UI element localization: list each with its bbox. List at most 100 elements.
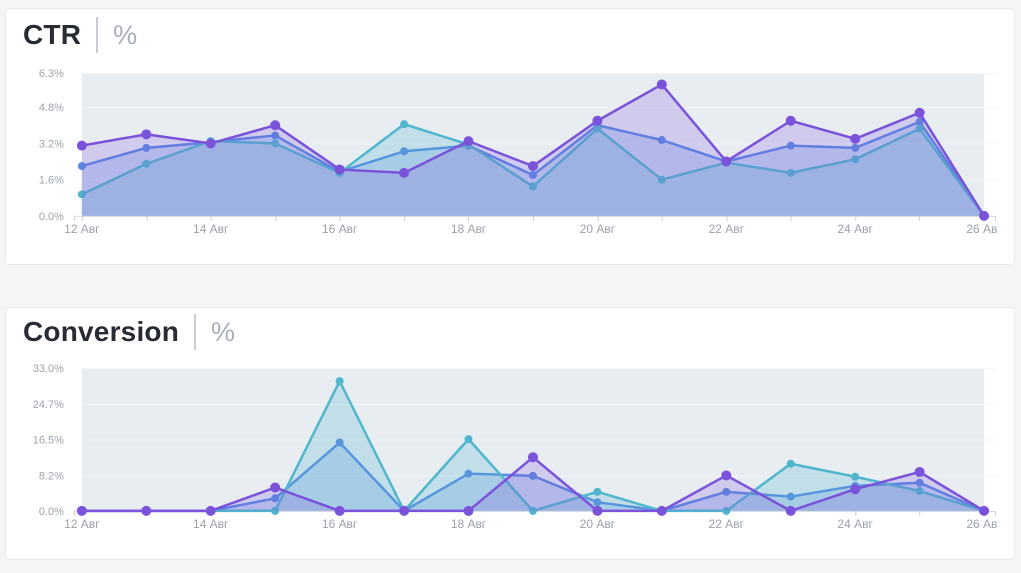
data-point[interactable] [527, 161, 538, 172]
data-point[interactable] [141, 129, 152, 140]
chart-unit-label: % [113, 19, 138, 50]
chart-title: Conversion [23, 316, 180, 347]
data-point[interactable] [400, 120, 409, 129]
data-point[interactable] [785, 505, 796, 516]
data-point[interactable] [851, 155, 860, 164]
data-point[interactable] [334, 164, 345, 175]
data-point[interactable] [271, 139, 280, 148]
data-point[interactable] [77, 162, 86, 171]
x-axis-tick-label: 24 Авг [837, 517, 873, 531]
data-point[interactable] [464, 469, 473, 478]
data-point[interactable] [528, 182, 537, 191]
data-point[interactable] [656, 79, 667, 90]
title-divider [194, 314, 197, 350]
data-point[interactable] [786, 168, 795, 177]
data-point[interactable] [335, 377, 344, 386]
data-point[interactable] [528, 471, 537, 480]
data-point[interactable] [656, 505, 667, 516]
data-point[interactable] [785, 115, 796, 126]
data-point[interactable] [76, 505, 87, 516]
data-point[interactable] [400, 147, 409, 156]
data-point[interactable] [334, 505, 345, 516]
x-axis-tick-label: 14 Авг [193, 517, 229, 531]
data-point[interactable] [657, 136, 666, 145]
y-axis-tick-label: 24.7% [33, 399, 64, 411]
data-point[interactable] [915, 478, 924, 487]
data-point[interactable] [463, 136, 474, 147]
data-point[interactable] [850, 133, 861, 144]
data-point[interactable] [592, 505, 603, 516]
data-point[interactable] [593, 498, 602, 507]
series-area [81, 121, 985, 216]
x-axis-tick-label: 16 Авг [322, 222, 358, 236]
series-area [81, 381, 985, 511]
data-point[interactable] [463, 505, 474, 516]
data-point[interactable] [592, 115, 603, 126]
data-point[interactable] [915, 117, 924, 126]
data-point[interactable] [142, 143, 151, 152]
data-point[interactable] [657, 175, 666, 184]
series-purple [76, 79, 990, 221]
data-point[interactable] [593, 487, 602, 496]
x-axis-tick-label: 18 Авг [451, 517, 487, 531]
data-point[interactable] [335, 438, 344, 447]
data-point[interactable] [851, 472, 860, 481]
x-axis-tick-label: 20 Авг [580, 222, 616, 236]
data-point[interactable] [270, 120, 281, 131]
conversion-chart-header: Conversion % [6, 308, 1014, 356]
x-axis-tick-label: 18 Авг [451, 222, 487, 236]
x-axis-tick-label: 22 Авг [709, 517, 745, 531]
data-point[interactable] [399, 167, 410, 178]
series-area [81, 457, 985, 511]
data-point[interactable] [399, 505, 410, 516]
data-point[interactable] [721, 156, 732, 167]
data-point[interactable] [271, 494, 280, 503]
data-point[interactable] [721, 470, 732, 481]
ctr-chart-canvas[interactable]: 0.0% 1.6% 3.2% 4.8% 6.3% 12 Авг 14 Авг 16 Авг 18… [6, 61, 1014, 243]
data-point[interactable] [464, 435, 473, 444]
x-axis-labels: 12 Авг 14 Авг 16 Авг 18 Авг 20 Авг 22 Авг 24 А… [64, 222, 1002, 236]
x-axis-tick-label: 16 Авг [322, 517, 358, 531]
data-point[interactable] [205, 505, 216, 516]
x-axis-tick-label: 14 Авг [193, 222, 229, 236]
x-axis-tick-label: 24 Авг [837, 222, 873, 236]
data-point[interactable] [915, 124, 924, 133]
data-point[interactable] [786, 459, 795, 468]
ctr-chart-card: CTR % 0.0% 1.6% 3.2% 4.8% 6.3% 12 Авг 14 Авг 16… [5, 8, 1015, 265]
x-axis-tick-label: 12 Авг [64, 222, 100, 236]
chart-title: CTR [23, 19, 82, 50]
data-point[interactable] [77, 190, 86, 199]
data-point[interactable] [76, 140, 87, 151]
data-point[interactable] [593, 124, 602, 133]
data-point[interactable] [271, 131, 280, 140]
data-point[interactable] [786, 141, 795, 150]
ctr-chart-header: CTR % [6, 9, 1014, 61]
data-point[interactable] [851, 143, 860, 152]
data-point[interactable] [915, 487, 924, 496]
data-point[interactable] [786, 492, 795, 501]
data-point[interactable] [205, 138, 216, 149]
data-point[interactable] [528, 171, 537, 180]
data-point[interactable] [722, 506, 731, 515]
data-point[interactable] [914, 107, 925, 118]
chart-unit-label: % [211, 316, 236, 347]
data-point[interactable] [141, 505, 152, 516]
data-point[interactable] [527, 452, 538, 463]
data-point[interactable] [979, 505, 990, 516]
data-point[interactable] [528, 506, 537, 515]
y-axis-tick-label: 16.5% [33, 435, 64, 447]
data-point[interactable] [850, 484, 861, 495]
x-axis-labels: 12 Авг 14 Авг 16 Авг 18 Авг 20 Авг 22 Авг 24 А… [64, 517, 997, 531]
y-axis-tick-label: 6.3% [39, 68, 64, 80]
data-point[interactable] [271, 506, 280, 515]
data-point[interactable] [722, 487, 731, 496]
x-axis-tick-label: 12 Авг [64, 517, 100, 531]
y-axis-tick-label: 8.2% [39, 470, 64, 482]
y-axis-tick-label: 4.8% [39, 102, 64, 114]
conversion-chart-canvas[interactable]: 0.0% 8.2% 16.5% 24.7% 33.0% 12 Авг 14 Авг 16 Ав… [6, 356, 1014, 538]
data-point[interactable] [142, 159, 151, 168]
data-point[interactable] [914, 466, 925, 477]
data-point[interactable] [979, 210, 990, 221]
data-point[interactable] [270, 482, 281, 493]
x-axis-tick-label: 26 Авг [966, 222, 1002, 236]
